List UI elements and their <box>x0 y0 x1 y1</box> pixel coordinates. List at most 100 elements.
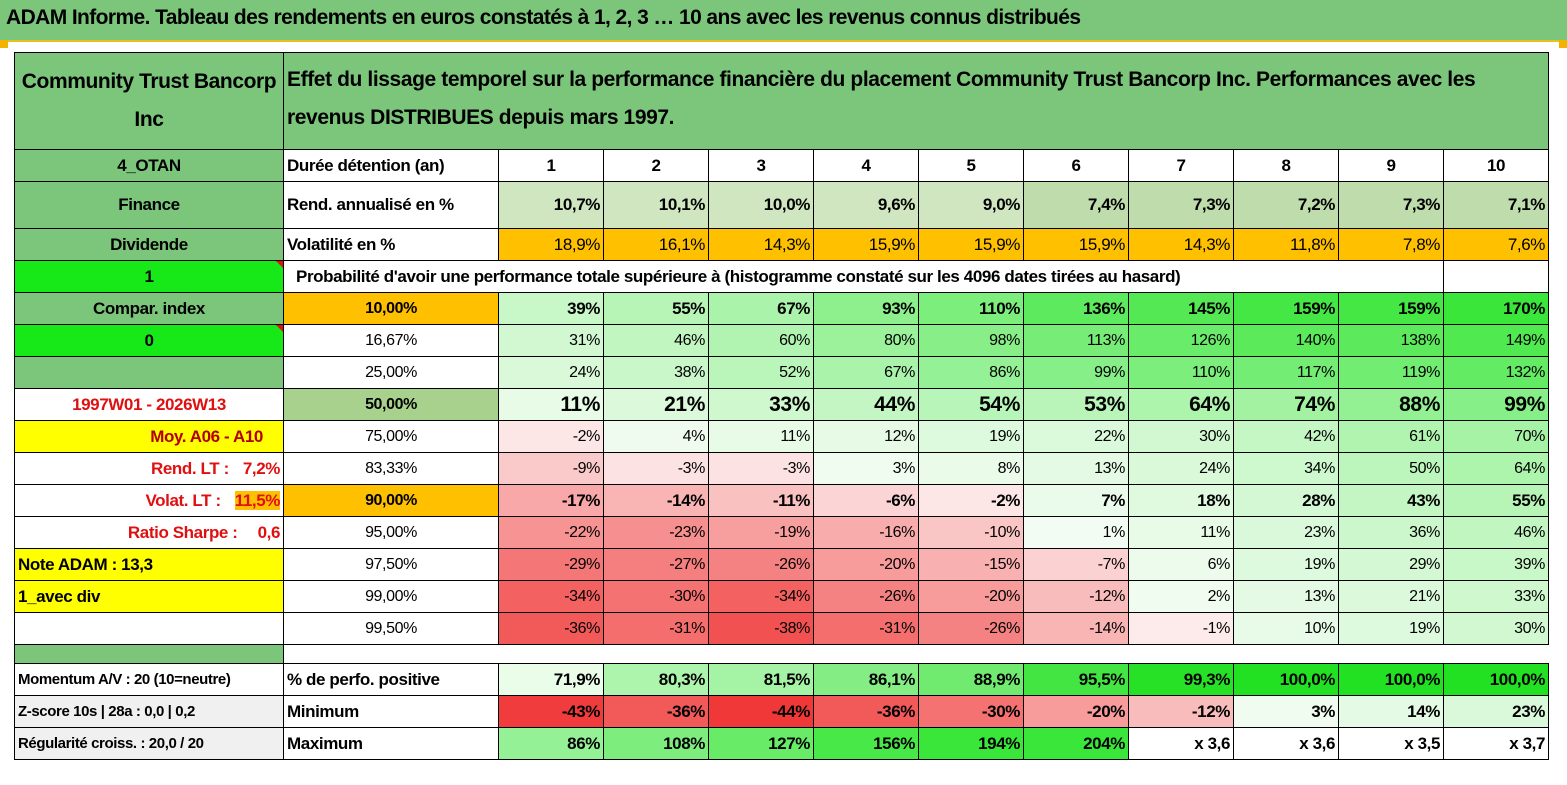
quantile-row: Rend. LT :7,2% 83,33% -9% -3% -3% 3% 8% 13% 24% 3… <box>14 452 1549 485</box>
quantile-cell: 110% <box>1128 356 1234 389</box>
quantile-cell: 54% <box>918 388 1024 421</box>
quantile-row: Moy. A06 - A10 75,00% -2% 4% 11% 12% 19% 22% 30%… <box>14 420 1549 453</box>
year-header: 5 <box>918 149 1024 182</box>
quantile-cell: -30% <box>603 580 709 613</box>
probability-threshold: 95,00% <box>283 516 499 549</box>
volatility-label: Volatilité en % <box>283 228 499 261</box>
quantile-cell: -1% <box>1128 612 1234 645</box>
quantile-cell: -22% <box>498 516 604 549</box>
return-cell: 7,2% <box>1233 181 1339 229</box>
return-row: Finance Rend. annualisé en % 10,7% 10,1% 10,… <box>14 181 1549 229</box>
compar-index-label: Compar. index <box>14 292 284 325</box>
sharpe-label: Ratio Sharpe : 0,6 <box>14 516 284 549</box>
minimum-cell: -36% <box>603 695 709 728</box>
quantile-cell: 24% <box>1128 452 1234 485</box>
quantile-cell: -16% <box>813 516 919 549</box>
quantile-cell: -27% <box>603 548 709 581</box>
quantile-cell: 55% <box>1443 484 1549 517</box>
return-cell: 9,0% <box>918 181 1024 229</box>
quantile-cell: 159% <box>1338 292 1444 325</box>
quantile-row: 99,50% -36% -31% -38% -31% -26% -14% -1% 10% 19% 3… <box>14 612 1549 645</box>
period-label: 1997W01 - 2026W13 <box>14 388 284 421</box>
maximum-cell: 156% <box>813 727 919 760</box>
quantile-cell: 13% <box>1023 452 1129 485</box>
blank-label <box>14 356 284 389</box>
avec-div-label: 1_avec div <box>14 580 284 613</box>
year-header: 6 <box>1023 149 1129 182</box>
quantile-cell: 110% <box>918 292 1024 325</box>
return-cell: 10,1% <box>603 181 709 229</box>
quantile-cell: 8% <box>918 452 1024 485</box>
quantile-cell: -10% <box>918 516 1024 549</box>
maximum-cell: 86% <box>498 727 604 760</box>
quantile-cell: -14% <box>603 484 709 517</box>
probability-threshold: 25,00% <box>283 356 499 389</box>
quantile-cell: 136% <box>1023 292 1129 325</box>
probability-threshold: 99,00% <box>283 580 499 613</box>
quantile-cell: 170% <box>1443 292 1549 325</box>
maximum-cell: x 3,5 <box>1338 727 1444 760</box>
probability-threshold: 99,50% <box>283 612 499 645</box>
quantile-cell: 119% <box>1338 356 1444 389</box>
positive-label: % de perfo. positive <box>283 663 499 696</box>
volatility-cell: 7,6% <box>1443 228 1549 261</box>
quantile-cell: -36% <box>498 612 604 645</box>
quantile-cell: 29% <box>1338 548 1444 581</box>
flag-one: 1 <box>14 260 284 293</box>
probability-threshold: 83,33% <box>283 452 499 485</box>
zscore-label: Z-score 10s | 28a : 0,0 | 0,2 <box>14 695 284 728</box>
quantile-cell: -26% <box>813 580 919 613</box>
return-cell: 10,0% <box>708 181 814 229</box>
quantile-cell: 33% <box>1443 580 1549 613</box>
quantile-cell: 22% <box>1023 420 1129 453</box>
positive-cell: 80,3% <box>603 663 709 696</box>
quantile-cell: -9% <box>498 452 604 485</box>
positive-cell: 99,3% <box>1128 663 1234 696</box>
quantile-cell: -12% <box>1023 580 1129 613</box>
spacer-row <box>14 644 1549 664</box>
quantile-cell: 145% <box>1128 292 1234 325</box>
positive-cell: 100,0% <box>1443 663 1549 696</box>
blank-label <box>14 612 284 645</box>
probability-label: Probabilité d'avoir une performance tota… <box>283 260 1444 293</box>
positive-cell: 88,9% <box>918 663 1024 696</box>
quantile-cell: 7% <box>1023 484 1129 517</box>
quantile-cell: 6% <box>1128 548 1234 581</box>
quantile-cell: 10% <box>1233 612 1339 645</box>
quantile-cell: -3% <box>603 452 709 485</box>
performance-table: Community Trust Bancorp Inc Effet du liss… <box>14 52 1549 760</box>
quantile-cell: -26% <box>708 548 814 581</box>
quantile-cell: -20% <box>813 548 919 581</box>
quantile-cell: -14% <box>1023 612 1129 645</box>
minimum-cell: -30% <box>918 695 1024 728</box>
quantile-cell: 23% <box>1233 516 1339 549</box>
probability-threshold: 90,00% <box>283 484 499 517</box>
minimum-cell: -12% <box>1128 695 1234 728</box>
quantile-cell: 60% <box>708 324 814 357</box>
volatility-cell: 14,3% <box>1128 228 1234 261</box>
report-description: Effet du lissage temporel sur la perform… <box>283 52 1549 150</box>
quantile-cell: 44% <box>813 388 919 421</box>
volatility-cell: 15,9% <box>1023 228 1129 261</box>
quantile-cell: 36% <box>1338 516 1444 549</box>
quantile-cell: -6% <box>813 484 919 517</box>
year-header: 3 <box>708 149 814 182</box>
minimum-cell: 3% <box>1233 695 1339 728</box>
minimum-row: Z-score 10s | 28a : 0,0 | 0,2 Minimum -43%… <box>14 695 1549 728</box>
quantile-cell: 138% <box>1338 324 1444 357</box>
quantile-cell: 74% <box>1233 388 1339 421</box>
quantile-cell: -20% <box>918 580 1024 613</box>
average-label: Moy. A06 - A10 <box>14 420 284 453</box>
minimum-cell: 23% <box>1443 695 1549 728</box>
quantile-cell: 31% <box>498 324 604 357</box>
minimum-cell: 14% <box>1338 695 1444 728</box>
spacer-cell <box>14 644 284 664</box>
volat-lt-text: Volat. LT : <box>145 490 221 510</box>
quantile-cell: 46% <box>603 324 709 357</box>
quantile-cell: 30% <box>1443 612 1549 645</box>
quantile-cell: -17% <box>498 484 604 517</box>
probability-threshold: 50,00% <box>283 388 499 421</box>
quantile-cell: 93% <box>813 292 919 325</box>
quantile-cell: 86% <box>918 356 1024 389</box>
maximum-cell: x 3,6 <box>1128 727 1234 760</box>
